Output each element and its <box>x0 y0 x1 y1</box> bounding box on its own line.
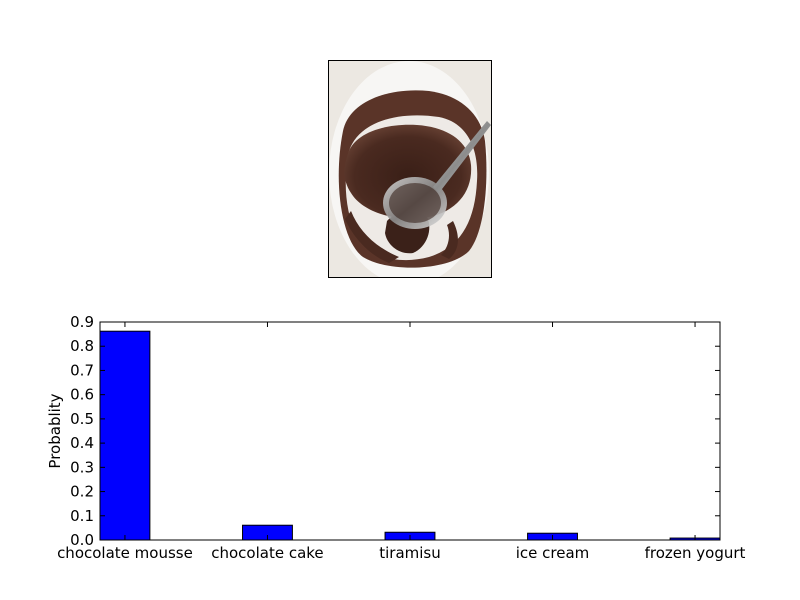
y-tick-label: 0.2 <box>70 483 94 501</box>
chocolate-mug-cake-image <box>329 61 491 277</box>
x-tick-label: frozen yogurt <box>645 544 746 562</box>
input-photo <box>328 60 492 278</box>
y-tick-label: 0.4 <box>70 434 94 452</box>
bar-chocolate-mousse <box>99 330 151 541</box>
y-tick-label: 0.5 <box>70 410 94 428</box>
y-tick-label: 0.0 <box>70 531 94 549</box>
x-tick-label: tiramisu <box>379 544 441 562</box>
y-tick-label: 0.8 <box>70 337 94 355</box>
y-tick-label: 0.7 <box>70 361 94 379</box>
y-axis-label: Probablity <box>46 393 64 468</box>
y-tick-label: 0.9 <box>70 313 94 331</box>
x-tick-label: chocolate cake <box>211 544 323 562</box>
plot-area <box>99 321 721 541</box>
y-tick-label: 0.6 <box>70 386 94 404</box>
x-tick-label: chocolate mousse <box>57 544 193 562</box>
y-tick-label: 0.1 <box>70 507 94 525</box>
x-tick-label: ice cream <box>516 544 590 562</box>
y-tick-label: 0.3 <box>70 458 94 476</box>
